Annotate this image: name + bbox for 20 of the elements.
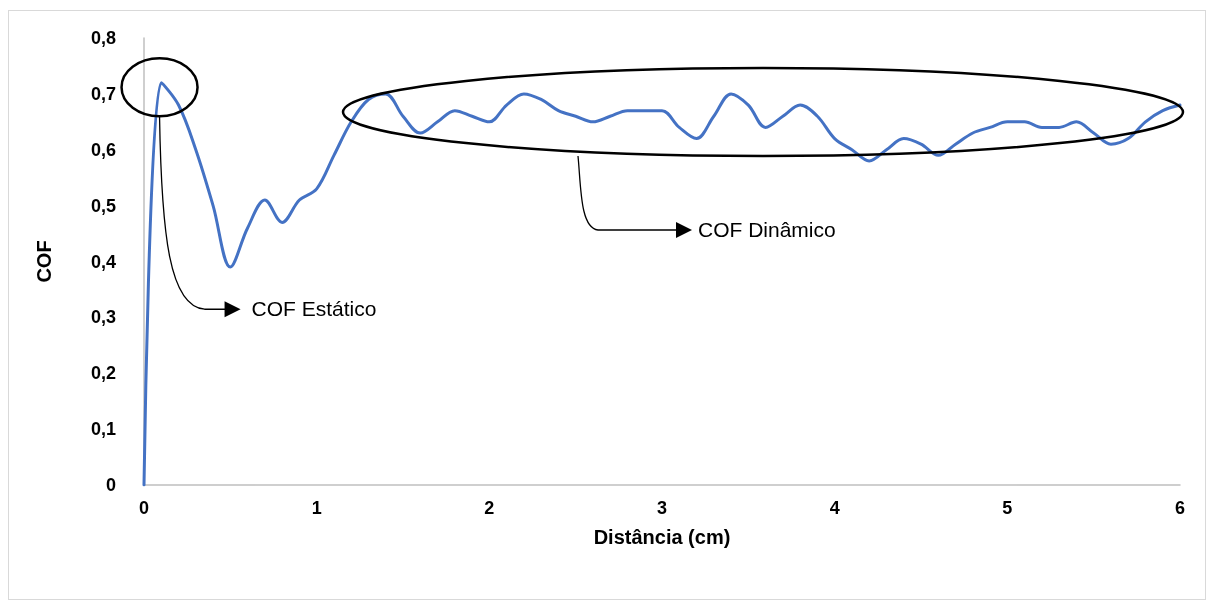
x-axis-title: Distância (cm) bbox=[593, 526, 731, 548]
x-tick-label: 0 bbox=[138, 498, 150, 518]
y-tick-label: 0 bbox=[105, 475, 116, 495]
x-tick-label: 6 bbox=[1174, 498, 1186, 518]
annotation: COF Dinâmico bbox=[698, 218, 836, 241]
y-tick-label: 0,4 bbox=[90, 251, 116, 272]
x-tick-label: 1 bbox=[311, 498, 322, 518]
y-tick-label: 0,7 bbox=[90, 83, 116, 104]
annotation: COF Estático bbox=[251, 297, 377, 321]
y-tick-label: 0,6 bbox=[90, 139, 116, 160]
x-tick-label: 5 bbox=[1002, 498, 1013, 518]
y-tick-label: 0,5 bbox=[90, 195, 116, 216]
y-tick-label: 0,2 bbox=[90, 363, 116, 384]
y-tick-label: 0,3 bbox=[90, 307, 116, 328]
y-tick-label: 0,8 bbox=[90, 28, 116, 48]
x-tick-label: 2 bbox=[484, 498, 495, 518]
y-axis-title: COF bbox=[33, 240, 55, 283]
x-tick-label: 4 bbox=[829, 498, 840, 518]
y-tick-label: 0,1 bbox=[90, 419, 116, 440]
x-tick-label: 3 bbox=[656, 498, 668, 518]
